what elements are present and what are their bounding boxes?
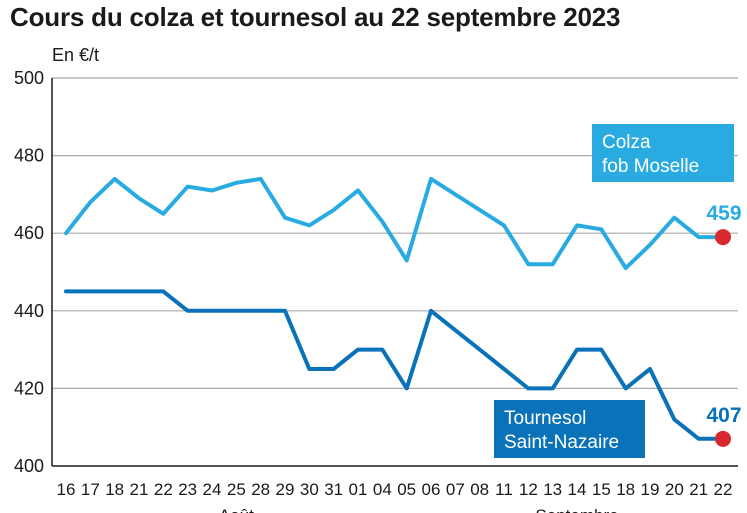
x-tick-label: 24 — [203, 480, 222, 499]
x-tick-label: 19 — [641, 480, 660, 499]
x-tick-label: 30 — [300, 480, 319, 499]
y-tick-label: 400 — [14, 456, 44, 476]
x-tick-label: 11 — [495, 480, 513, 499]
series-line-colza — [64, 176, 725, 271]
x-tick-label: 23 — [178, 480, 197, 499]
x-tick-label: 21 — [130, 480, 149, 499]
chart-title: Cours du colza et tournesol au 22 septem… — [10, 2, 621, 32]
x-tick-label: 14 — [568, 480, 587, 499]
x-tick-label: 31 — [324, 480, 343, 499]
y-tick-label: 500 — [14, 68, 44, 88]
x-tick-label: 22 — [714, 480, 733, 499]
x-tick-label: 12 — [519, 480, 538, 499]
x-tick-label: 07 — [446, 480, 465, 499]
x-tick-label: 15 — [592, 480, 611, 499]
x-tick-label: 13 — [543, 480, 562, 499]
month-label: Septembre — [535, 506, 618, 513]
x-tick-label: 08 — [470, 480, 489, 499]
x-tick-label: 28 — [251, 480, 270, 499]
y-tick-label: 420 — [14, 378, 44, 398]
y-tick-label: 480 — [14, 146, 44, 166]
y-tick-label: 440 — [14, 301, 44, 321]
series-name-label: fob Moselle — [602, 156, 699, 177]
end-point-marker — [715, 430, 731, 447]
x-tick-label: 18 — [616, 480, 635, 499]
x-tick-label: 20 — [665, 480, 684, 499]
end-value-label: 459 — [706, 202, 741, 225]
y-axis-unit: En €/t — [52, 45, 100, 65]
x-tick-label: 21 — [689, 480, 708, 499]
x-tick-label: 04 — [373, 480, 392, 499]
x-tick-label: 06 — [422, 480, 441, 499]
x-tick-label: 25 — [227, 480, 246, 499]
x-tick-label: 22 — [154, 480, 173, 499]
series-name-label: Colza — [602, 132, 651, 153]
x-tick-label: 18 — [105, 480, 124, 499]
series-name-box — [494, 400, 645, 458]
series-name-label: Saint-Nazaire — [504, 432, 619, 453]
series-line-tournesol — [64, 289, 725, 441]
x-tick-label: 16 — [57, 480, 76, 499]
series-name-box — [592, 124, 734, 182]
x-tick-label: 17 — [81, 480, 100, 499]
end-point-marker — [715, 229, 731, 246]
x-tick-label: 01 — [349, 480, 368, 499]
x-tick-label: 29 — [276, 480, 295, 499]
x-tick-label: 05 — [397, 480, 416, 499]
end-value-label: 407 — [706, 404, 741, 427]
series-name-label: Tournesol — [504, 408, 586, 429]
month-label: Août — [219, 506, 254, 513]
y-tick-label: 460 — [14, 223, 44, 243]
